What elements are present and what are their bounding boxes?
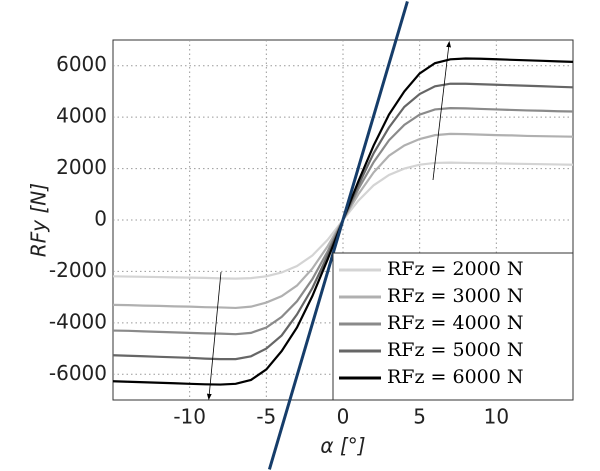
y-tick-label: -2000 — [49, 258, 107, 282]
legend-label: RFz = 4000 N — [387, 312, 524, 334]
x-tick-label: 5 — [413, 405, 426, 429]
legend-label: RFz = 2000 N — [387, 258, 524, 280]
x-tick-label: 0 — [337, 405, 350, 429]
x-tick-label: -5 — [256, 405, 276, 429]
y-tick-label: 4000 — [56, 104, 107, 128]
y-tick-label: -4000 — [49, 309, 107, 333]
y-tick-label: -6000 — [49, 361, 107, 385]
y-tick-label: 6000 — [56, 52, 107, 76]
legend-label: RFz = 3000 N — [387, 285, 524, 307]
y-tick-label: 2000 — [56, 155, 107, 179]
y-tick-label: 0 — [94, 207, 107, 231]
x-tick-label: -10 — [173, 405, 206, 429]
reference-line — [267, 1, 409, 470]
legend-label: RFz = 5000 N — [387, 339, 524, 361]
arrow — [432, 40, 452, 181]
x-tick-label: 10 — [484, 405, 509, 429]
arrow — [206, 271, 222, 401]
x-axis-label: α [°] — [320, 434, 365, 458]
y-axis-label: RFy [N] — [27, 183, 51, 257]
legend-box — [332, 252, 574, 401]
legend-label: RFz = 6000 N — [387, 366, 524, 388]
